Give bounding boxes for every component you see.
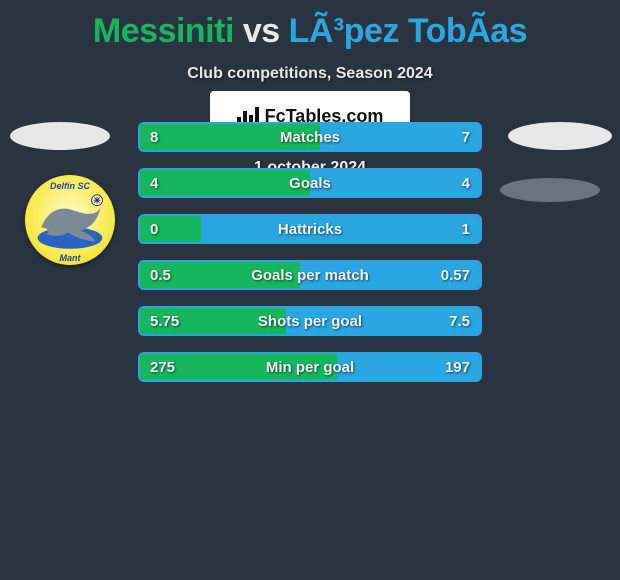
team-right-shape-2	[500, 178, 600, 202]
stat-row: 0.50.57Goals per match	[138, 260, 482, 290]
stat-row: 87Matches	[138, 122, 482, 152]
team-left-shape	[10, 122, 110, 150]
stat-row: 5.757.5Shots per goal	[138, 306, 482, 336]
dolphin-icon	[25, 175, 115, 265]
team-left-crest: Delfin SC Mant	[25, 175, 115, 265]
stat-label: Goals per match	[140, 267, 480, 284]
subtitle: Club competitions, Season 2024	[0, 65, 620, 83]
vs-text: vs	[243, 12, 280, 50]
stats-panel: 87Matches 44Goals 01Hattricks 0.50.57Goals …	[138, 122, 482, 398]
stat-row: 275197Min per goal	[138, 352, 482, 382]
player2-name: LÃ³pez TobÃ­as	[289, 12, 527, 50]
stat-label: Goals	[140, 175, 480, 192]
stat-label: Min per goal	[140, 359, 480, 376]
crest-text-bottom: Mant	[25, 253, 115, 263]
stat-label: Hattricks	[140, 221, 480, 238]
team-right-shape-1	[508, 122, 612, 150]
stat-row: 44Goals	[138, 168, 482, 198]
stat-label: Matches	[140, 129, 480, 146]
stat-row: 01Hattricks	[138, 214, 482, 244]
stat-label: Shots per goal	[140, 313, 480, 330]
player1-name: Messiniti	[93, 12, 234, 50]
page-title: Messiniti vs LÃ³pez TobÃ­as	[0, 0, 620, 51]
